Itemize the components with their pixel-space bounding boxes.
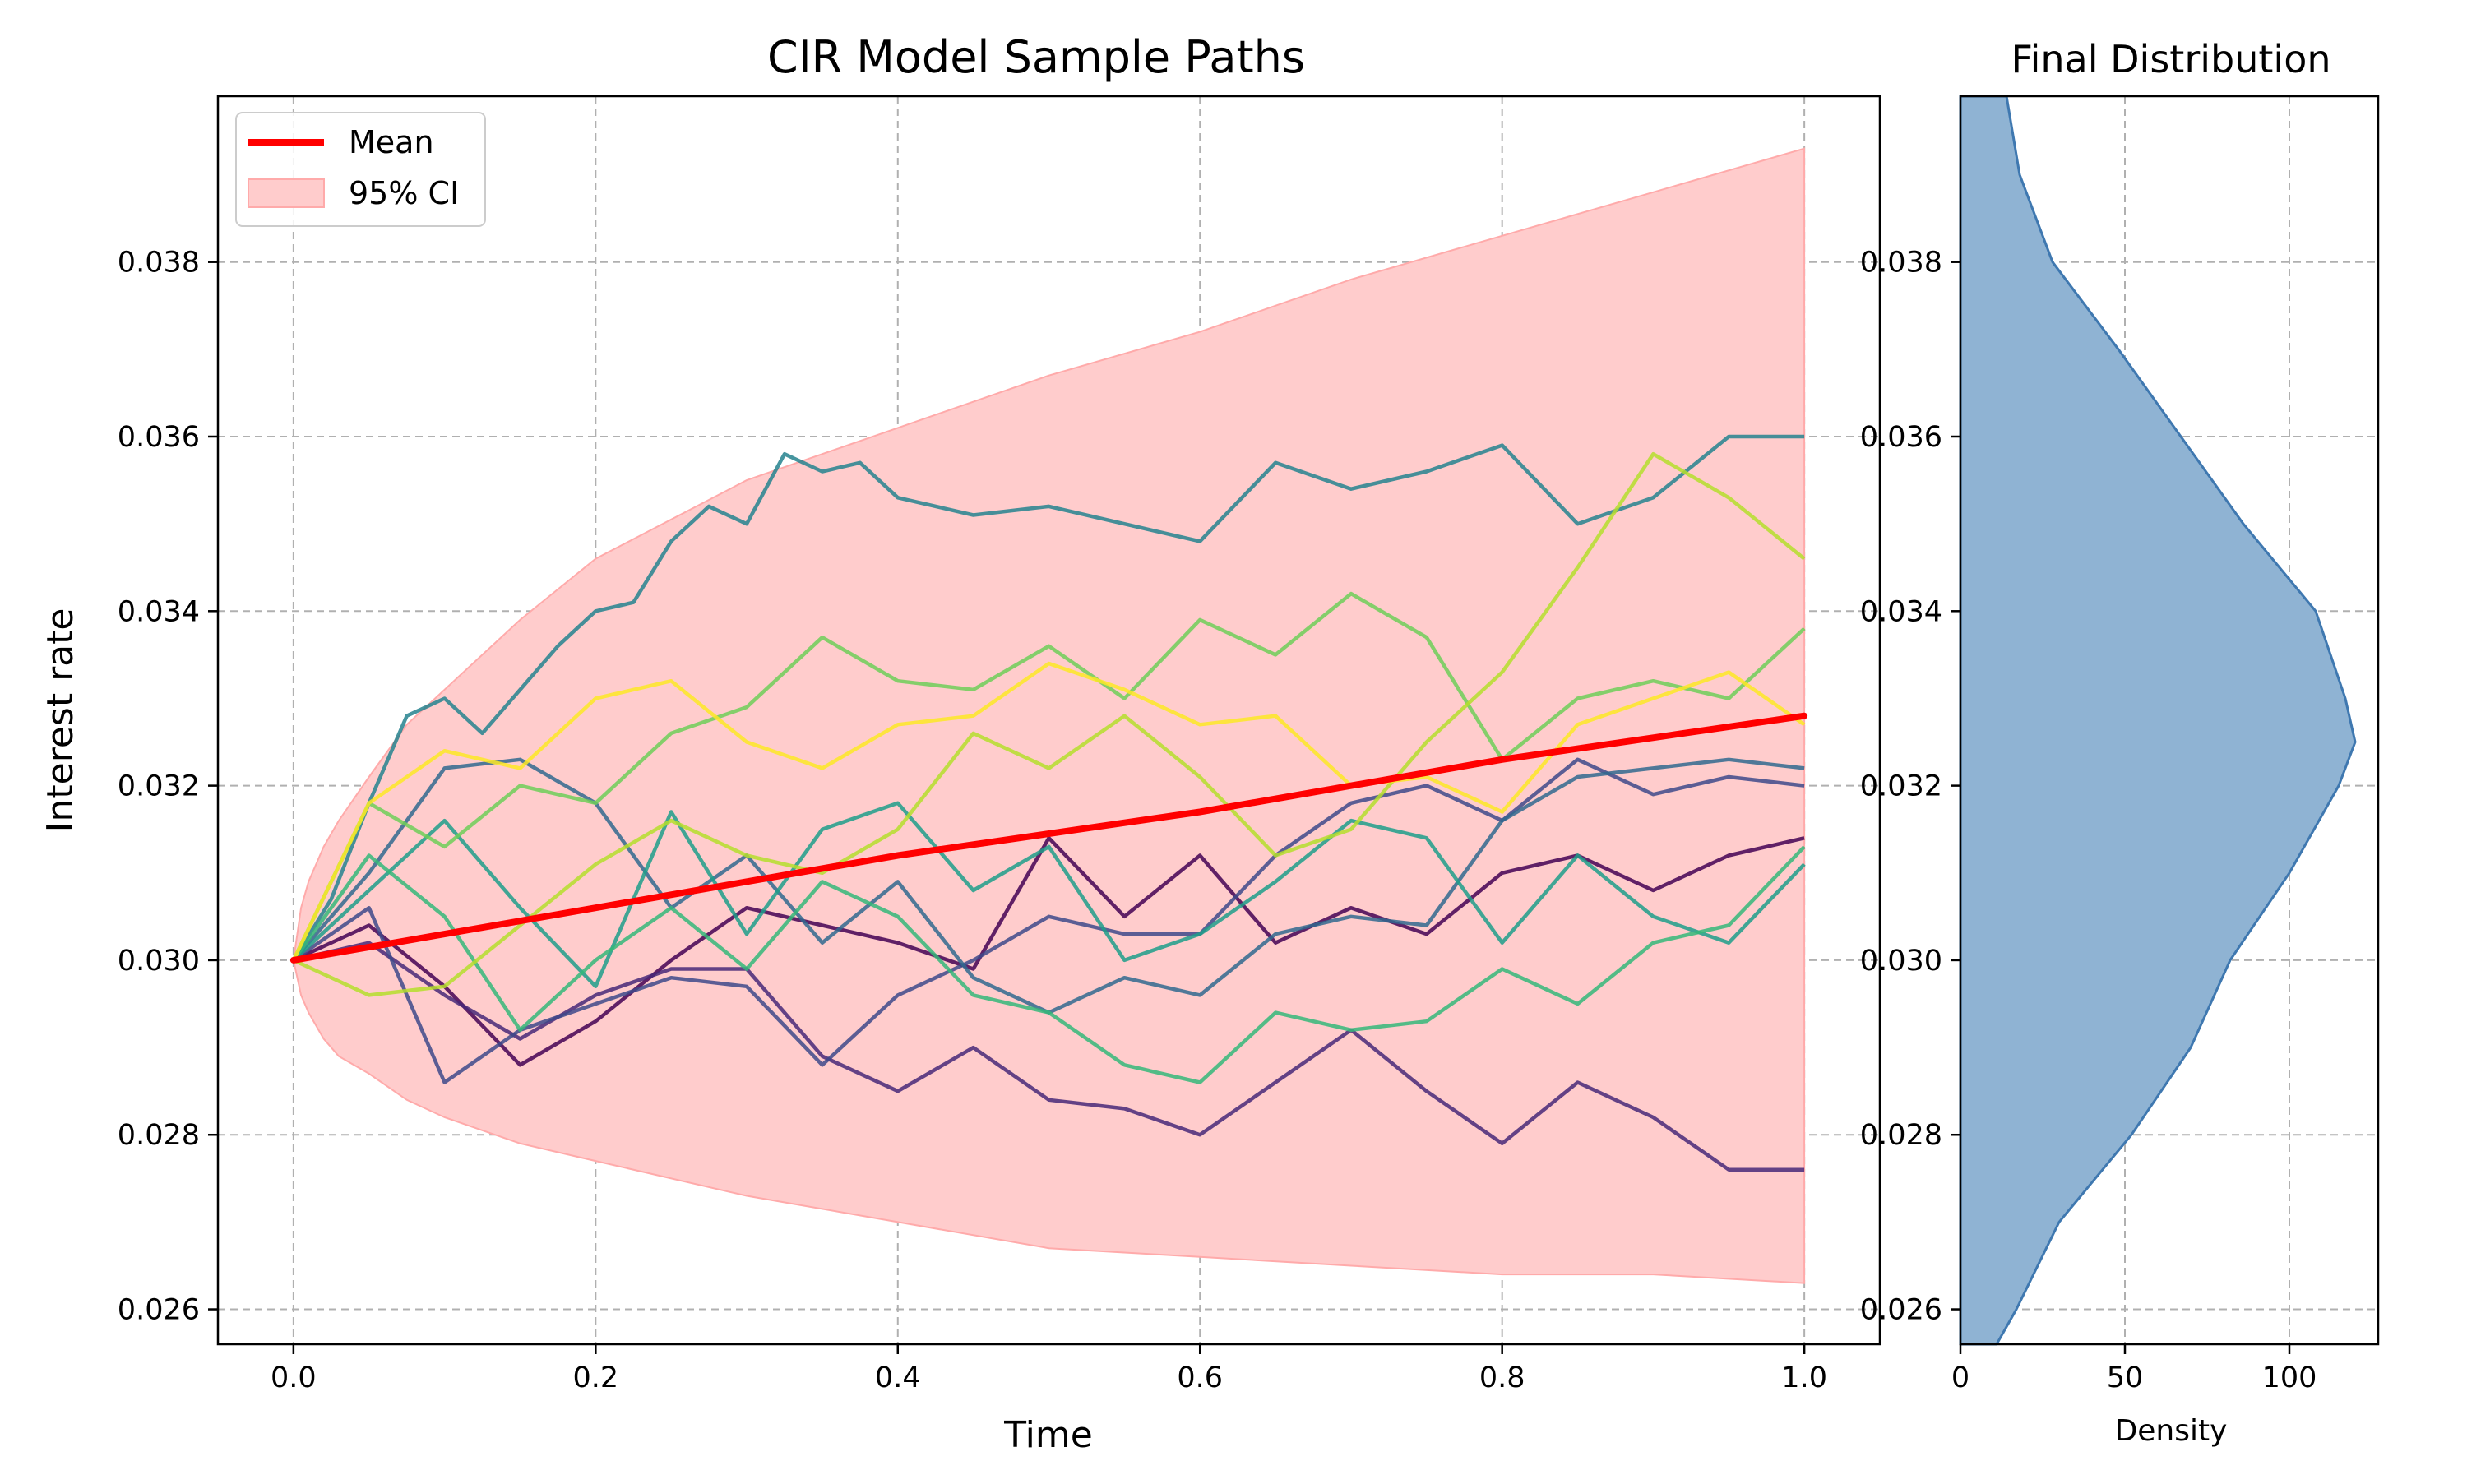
side-y-tick-label-2: 0.030 — [1860, 945, 1942, 978]
main-x-tick-label-4: 0.8 — [1479, 1361, 1525, 1394]
sample-path-7 — [291, 591, 1806, 961]
side-title: Final Distribution — [2011, 37, 2330, 81]
side-y-tick-label-1: 0.028 — [1860, 1119, 1942, 1152]
main-x-tick-label-1: 0.2 — [572, 1361, 618, 1394]
sample-path-0 — [292, 836, 1805, 1067]
main-panel: CIR Model Sample Paths 0.0 0.2 0.4 0.6 0.8 1.… — [39, 31, 1881, 1456]
side-x-tick-label-1: 50 — [2107, 1361, 2144, 1394]
main-x-tick-label-2: 0.4 — [875, 1361, 921, 1394]
main-x-tick-label-5: 1.0 — [1781, 1361, 1827, 1394]
main-x-tick-label-3: 0.6 — [1177, 1361, 1223, 1394]
density-area — [1959, 95, 2357, 1346]
sample-path-5 — [292, 801, 1806, 989]
main-y-tick-label-0: 0.026 — [118, 1294, 200, 1327]
main-y-tick-label-1: 0.028 — [118, 1119, 200, 1152]
mean-line — [289, 712, 1808, 964]
sample-path-6 — [292, 845, 1806, 1084]
side-x-tick-label-2: 100 — [2262, 1361, 2317, 1394]
main-y-tick-label-2: 0.030 — [118, 945, 200, 978]
legend-mean-label: Mean — [349, 124, 434, 160]
side-panel: Final Distribution 0 50 100 0.026 0.028 0.03… — [1860, 37, 2380, 1448]
main-title: CIR Model Sample Paths — [767, 31, 1305, 83]
main-x-tick-label-0: 0.0 — [271, 1361, 317, 1394]
side-y-tick-label-5: 0.036 — [1860, 421, 1942, 454]
main-x-label: Time — [1003, 1414, 1093, 1456]
sample-path-8 — [292, 451, 1806, 997]
sample-path-4 — [291, 434, 1805, 962]
legend-ci-label: 95% CI — [349, 175, 459, 211]
sample-path-1 — [293, 941, 1805, 1172]
side-x-tick-label-0: 0 — [1951, 1361, 1969, 1394]
sample-paths — [291, 434, 1806, 1172]
side-y-tick-label-4: 0.034 — [1860, 595, 1942, 628]
side-axes-frame — [1959, 95, 2380, 1346]
side-x-ticks: 0 50 100 — [1951, 1344, 2317, 1394]
ci-band — [292, 147, 1806, 1284]
legend-ci-swatch — [248, 178, 325, 208]
side-y-tick-label-6: 0.038 — [1860, 247, 1942, 280]
main-y-ticks: 0.026 0.028 0.030 0.032 0.034 0.036 0.038 — [118, 247, 218, 1327]
side-x-label: Density — [2115, 1414, 2228, 1448]
main-x-ticks: 0.0 0.2 0.4 0.6 0.8 1.0 — [271, 1344, 1827, 1394]
main-y-tick-label-3: 0.032 — [118, 770, 200, 803]
side-y-tick-label-0: 0.026 — [1860, 1294, 1942, 1327]
side-y-tick-label-3: 0.032 — [1860, 770, 1942, 803]
main-y-label: Interest rate — [39, 608, 81, 833]
main-axes-frame — [216, 95, 1881, 1346]
main-y-tick-label-6: 0.038 — [118, 247, 200, 280]
main-y-tick-label-5: 0.036 — [118, 421, 200, 454]
legend: Mean 95% CI — [235, 112, 486, 227]
main-y-tick-label-4: 0.034 — [118, 595, 200, 628]
sample-path-2 — [292, 757, 1805, 1084]
side-y-ticks: 0.026 0.028 0.030 0.032 0.034 0.036 0.038 — [1860, 247, 1960, 1327]
